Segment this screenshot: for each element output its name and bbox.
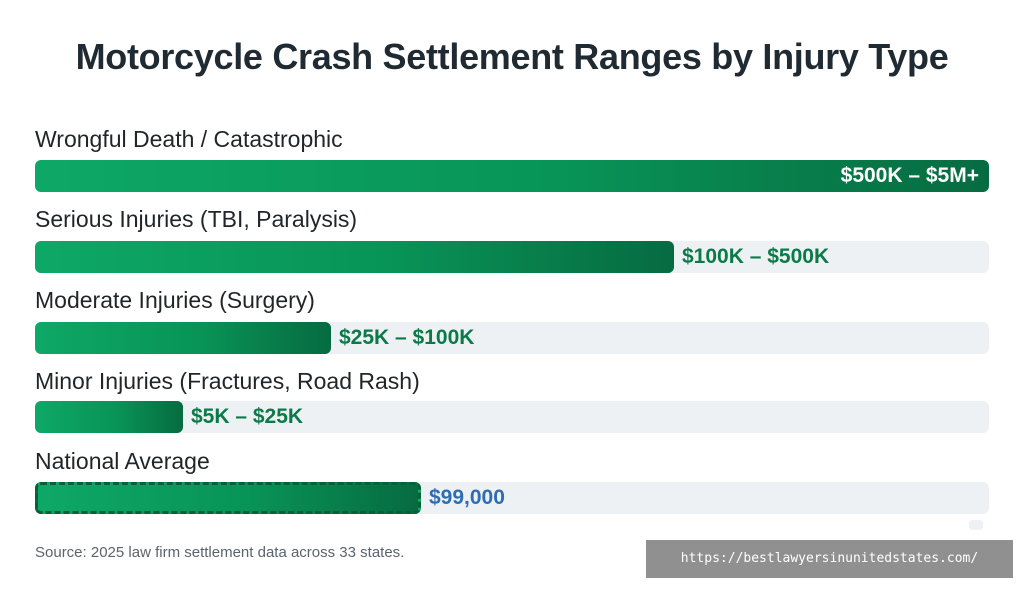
- value-label: $500K – $5M+: [840, 164, 979, 187]
- category-label: National Average: [35, 448, 210, 474]
- bar: [35, 482, 421, 514]
- bar: [35, 401, 183, 433]
- value-label: $99,000: [429, 486, 505, 509]
- bar: [35, 160, 989, 192]
- bar-track: $100K – $500K: [35, 241, 989, 273]
- category-label: Moderate Injuries (Surgery): [35, 287, 315, 313]
- watermark-url: https://bestlawyersinunitedstates.com/: [646, 540, 1013, 578]
- category-label: Wrongful Death / Catastrophic: [35, 126, 343, 152]
- bar-track: $5K – $25K: [35, 401, 989, 433]
- value-label: $25K – $100K: [339, 326, 475, 349]
- bar: [35, 241, 674, 273]
- value-label: $100K – $500K: [682, 245, 830, 268]
- bar-track: $99,000: [35, 482, 989, 514]
- category-label: Minor Injuries (Fractures, Road Rash): [35, 368, 420, 394]
- source-note: Source: 2025 law firm settlement data ac…: [35, 544, 405, 561]
- chart-title: Motorcycle Crash Settlement Ranges by In…: [75, 36, 949, 77]
- value-label: $5K – $25K: [191, 405, 304, 428]
- bar: [35, 322, 331, 354]
- decorative-mark: [969, 520, 983, 530]
- bar-track: $25K – $100K: [35, 322, 989, 354]
- category-label: Serious Injuries (TBI, Paralysis): [35, 206, 358, 232]
- bar-track: $500K – $5M+: [35, 160, 989, 192]
